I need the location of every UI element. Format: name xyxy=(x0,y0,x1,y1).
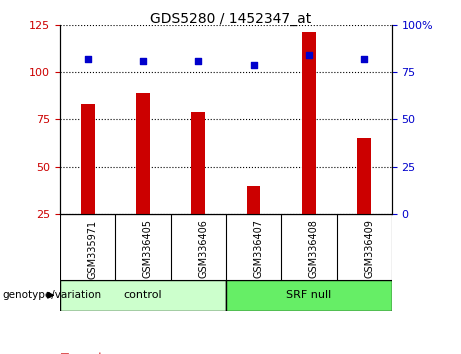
Point xyxy=(305,52,313,58)
Text: GSM335971: GSM335971 xyxy=(88,219,98,279)
Text: SRF null: SRF null xyxy=(286,290,331,300)
Text: GSM336405: GSM336405 xyxy=(143,219,153,278)
Point xyxy=(139,58,147,64)
Text: GSM336409: GSM336409 xyxy=(364,219,374,278)
Bar xyxy=(247,186,260,214)
Bar xyxy=(357,138,371,214)
Text: GDS5280 / 1452347_at: GDS5280 / 1452347_at xyxy=(150,12,311,27)
Point xyxy=(195,58,202,64)
Bar xyxy=(60,280,226,311)
Text: GSM336408: GSM336408 xyxy=(309,219,319,278)
Bar xyxy=(191,112,205,214)
Point xyxy=(361,56,368,62)
Text: GSM336407: GSM336407 xyxy=(254,219,264,278)
Bar xyxy=(302,32,316,214)
Point xyxy=(250,62,257,67)
Text: ■ count: ■ count xyxy=(60,352,102,354)
Bar xyxy=(226,280,392,311)
Point xyxy=(84,56,91,62)
Text: genotype/variation: genotype/variation xyxy=(2,290,101,300)
Text: control: control xyxy=(124,290,162,300)
Bar xyxy=(136,93,150,214)
Bar xyxy=(81,104,95,214)
Text: GSM336406: GSM336406 xyxy=(198,219,208,278)
